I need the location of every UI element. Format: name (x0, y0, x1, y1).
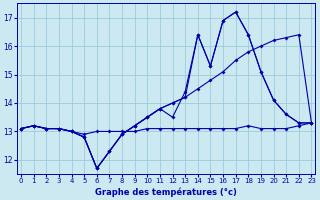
X-axis label: Graphe des températures (°c): Graphe des températures (°c) (95, 187, 237, 197)
